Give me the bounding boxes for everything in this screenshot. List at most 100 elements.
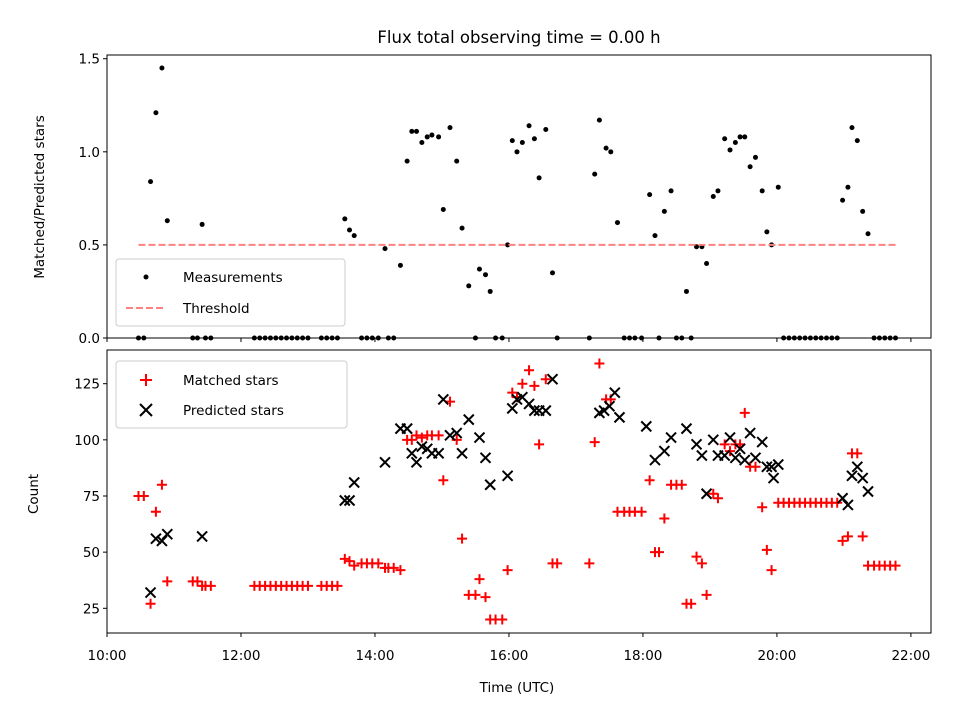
matched-star-point <box>712 493 723 504</box>
measurement-point <box>647 192 653 198</box>
matched-star-point <box>480 592 491 603</box>
matched-star-point <box>686 598 697 609</box>
predicted-star-point <box>161 528 174 540</box>
legend-predicted-label: Predicted stars <box>183 403 284 419</box>
measurement-point <box>153 110 159 116</box>
matched-star-point <box>842 531 853 542</box>
matched-star-point <box>644 475 655 486</box>
matched-star-point <box>156 479 167 490</box>
predicted-star-point <box>744 427 756 439</box>
measurement-point <box>159 65 165 71</box>
predicted-star-point <box>484 479 496 491</box>
matched-star-point <box>659 513 670 524</box>
measurement-point <box>476 266 482 272</box>
legend-predicted-marker <box>139 403 153 417</box>
matched-star-point <box>852 448 863 459</box>
matched-star-point <box>594 358 605 369</box>
predicted-star-point <box>546 373 559 385</box>
measurement-point <box>742 134 748 140</box>
predicted-star-point <box>729 452 742 464</box>
measurement-point <box>519 140 525 146</box>
bottom-y-tick-label: 75 <box>83 489 100 505</box>
predicted-star-point <box>444 429 456 442</box>
predicted-star-point <box>862 485 874 498</box>
legend-threshold-label: Threshold <box>182 301 250 317</box>
predicted-star-point <box>540 404 552 417</box>
top-y-tick-label: 0.5 <box>79 238 100 254</box>
matched-star-point <box>433 430 444 441</box>
matched-star-point <box>162 576 173 587</box>
matched-star-point <box>474 574 485 585</box>
measurement-point <box>840 197 846 203</box>
bottom-series-0 <box>133 358 901 625</box>
predicted-star-point <box>348 476 360 489</box>
bottom-legend: Matched stars Predicted stars <box>115 360 348 429</box>
x-tick-label: 18:00 <box>623 648 662 664</box>
predicted-star-point <box>144 586 157 599</box>
measurement-point <box>487 288 493 294</box>
measurement-point <box>775 184 781 190</box>
measurement-point <box>668 188 674 194</box>
predicted-star-point <box>401 422 413 435</box>
matched-star-point <box>534 439 545 450</box>
measurement-point <box>459 225 465 231</box>
bottom-y-tick-label: 50 <box>83 545 100 561</box>
matched-star-point <box>857 531 868 542</box>
predicted-star-point <box>196 530 208 543</box>
matched-star-point <box>497 614 508 625</box>
matched-star-point <box>145 598 156 609</box>
predicted-star-point <box>640 420 652 433</box>
legend-matched-marker <box>140 374 152 386</box>
measurement-point <box>603 145 609 151</box>
chart-title: Flux total observing time = 0.00 h <box>377 28 660 47</box>
predicted-star-point <box>479 452 492 464</box>
measurement-point <box>614 220 620 226</box>
predicted-star-point <box>851 461 864 473</box>
matched-star-point <box>517 378 528 389</box>
measurement-point <box>652 233 658 239</box>
x-tick-label: 20:00 <box>757 648 796 664</box>
predicted-star-point <box>649 454 661 466</box>
predicted-star-point <box>432 447 445 460</box>
matched-star-point <box>739 407 750 418</box>
measurement-point <box>661 208 667 214</box>
measurement-point <box>715 188 721 194</box>
matched-star-point <box>757 502 768 513</box>
predicted-star-point <box>410 456 423 469</box>
matched-star-point <box>529 380 540 391</box>
measurement-point <box>764 229 770 235</box>
predicted-star-point <box>528 404 541 417</box>
matched-star-point <box>524 365 535 376</box>
measurement-point <box>854 138 860 144</box>
predicted-star-point <box>846 470 858 482</box>
matched-star-point <box>589 437 600 448</box>
measurement-point <box>704 261 710 267</box>
bottom-y-tick-label: 125 <box>74 377 100 393</box>
predicted-star-point <box>696 449 708 462</box>
predicted-star-point <box>707 434 719 446</box>
matched-star-point <box>339 553 350 564</box>
measurement-point <box>347 227 353 233</box>
top-y-tick-label: 1.5 <box>79 52 100 68</box>
matched-star-point <box>761 544 772 555</box>
measurement-point <box>424 134 430 140</box>
predicted-star-point <box>450 427 463 439</box>
legend-matched-label: Matched stars <box>183 373 279 389</box>
x-tick-label: 22:00 <box>891 648 930 664</box>
measurement-point <box>526 123 532 129</box>
matched-star-point <box>416 432 427 443</box>
measurement-point <box>483 272 489 278</box>
top-axes-frame <box>106 54 932 339</box>
measurement-point <box>429 132 435 138</box>
matched-star-point <box>766 565 777 576</box>
measurement-point <box>505 242 511 248</box>
matched-star-point <box>205 580 216 591</box>
predicted-star-point <box>724 431 736 444</box>
measurement-point <box>596 117 602 123</box>
measurement-point <box>440 207 446 213</box>
predicted-star-point <box>756 436 768 448</box>
legend-measurements-label: Measurements <box>183 270 283 286</box>
x-tick-label: 14:00 <box>356 648 395 664</box>
matched-star-point <box>332 580 343 591</box>
